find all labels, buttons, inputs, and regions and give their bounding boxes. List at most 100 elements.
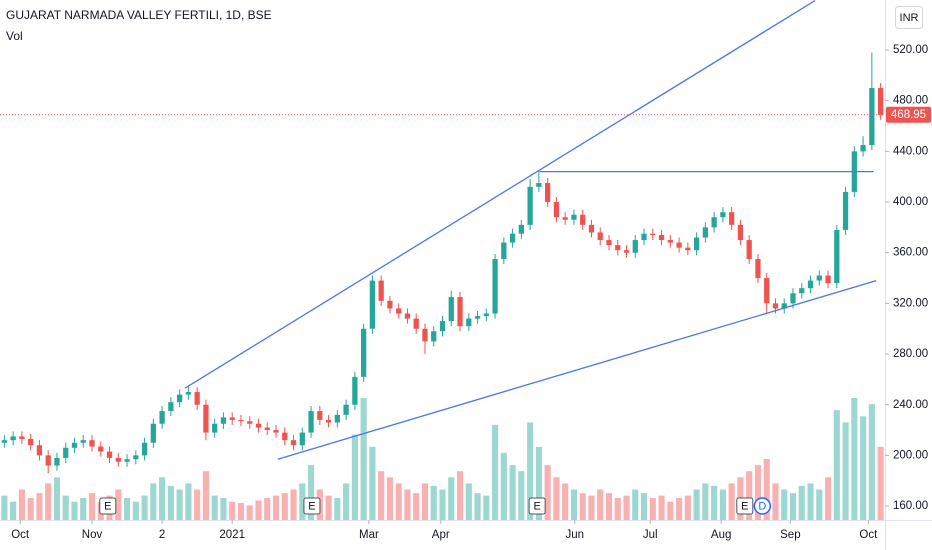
volume-bar — [18, 489, 25, 520]
volume-bar — [395, 483, 402, 520]
volume-bar — [842, 422, 849, 520]
x-tick-label: Sep — [780, 529, 800, 541]
volume-bar — [255, 500, 262, 520]
candle-body — [466, 318, 472, 327]
y-tick-label: 440.00 — [893, 145, 928, 157]
earnings-marker — [528, 497, 546, 515]
volume-bar — [693, 489, 700, 520]
volume-bar — [605, 493, 613, 520]
volume-bar — [562, 483, 569, 520]
volume-bar — [413, 493, 420, 520]
y-tick-label: 280.00 — [893, 348, 928, 360]
candle-body — [781, 303, 787, 309]
volume-bar — [588, 495, 595, 520]
volume-bar — [535, 446, 542, 520]
currency-label[interactable]: INR — [900, 12, 919, 24]
volume-bar — [80, 498, 87, 520]
volume-bar — [614, 498, 621, 520]
candle-body — [825, 275, 831, 284]
candle-body — [518, 224, 524, 234]
candle-body — [71, 442, 78, 448]
y-tick-label: 200.00 — [893, 449, 928, 461]
volume-bar — [860, 416, 867, 520]
candle-body — [290, 440, 297, 446]
candle-body — [816, 275, 822, 281]
volume-bar — [676, 498, 683, 520]
candle-body — [177, 394, 183, 403]
volume-bar — [474, 493, 481, 520]
candle-body — [194, 392, 200, 405]
volume-bar — [404, 489, 411, 520]
x-tick-label: 2021 — [219, 529, 245, 541]
candle-body — [141, 442, 148, 456]
candle-body — [299, 432, 305, 446]
candle-body — [19, 436, 25, 439]
volume-bar — [492, 424, 499, 520]
candle-body — [606, 240, 612, 246]
volume-bar — [746, 471, 753, 520]
volume-bar — [71, 501, 78, 520]
last-price-label: 468.95 — [891, 109, 926, 121]
earnings-marker — [99, 497, 117, 515]
volume-bar — [579, 493, 586, 520]
volume-bar — [36, 493, 43, 520]
candle-body — [212, 423, 218, 433]
candle-body — [448, 297, 454, 322]
candle-body — [378, 280, 384, 301]
candle-body — [229, 417, 235, 420]
volume-bar — [781, 489, 788, 520]
candle-body — [685, 247, 691, 251]
volume-bar — [88, 493, 96, 520]
y-tick-label: 480.00 — [893, 95, 928, 107]
candle-body — [255, 423, 262, 428]
event-label: E — [741, 500, 748, 512]
candle-body — [238, 419, 244, 422]
candle-body — [159, 411, 165, 424]
volume-label: Vol — [6, 29, 23, 43]
candle-body — [623, 250, 630, 253]
volume-bar — [448, 477, 455, 520]
candle-body — [632, 240, 638, 253]
x-tick-label: 2 — [159, 529, 165, 541]
candle-body — [106, 451, 113, 458]
volume-bar — [264, 498, 271, 520]
trend-line — [277, 279, 877, 460]
x-tick-label: Nov — [82, 529, 103, 541]
volume-bar — [649, 498, 656, 520]
candle-body — [308, 411, 314, 433]
event-label: E — [104, 500, 111, 512]
currency-button[interactable] — [895, 6, 923, 29]
volume-bar — [220, 498, 227, 520]
candle-body — [10, 436, 16, 441]
candle-body — [1, 440, 8, 443]
volume-bar — [763, 459, 770, 520]
volume-bar — [544, 465, 551, 520]
volume-bar — [307, 465, 315, 520]
volume-bar — [667, 501, 674, 520]
volume-bar — [789, 493, 797, 520]
volume-bar — [334, 498, 341, 520]
volume-bar — [658, 495, 665, 520]
candle-body — [545, 183, 551, 203]
candle-body — [439, 321, 446, 332]
volume-bar — [123, 498, 131, 520]
volume-bar — [500, 452, 507, 520]
candle-body — [588, 224, 595, 233]
candle-body — [431, 331, 437, 342]
candle-body — [133, 455, 139, 460]
candle-body — [28, 438, 34, 446]
volume-bar — [702, 483, 709, 520]
volume-bar — [369, 446, 376, 520]
candle-body — [834, 229, 840, 284]
volume-bar — [430, 485, 437, 520]
volume-bar — [141, 495, 148, 520]
volume-bar — [211, 495, 218, 520]
candle-body — [457, 297, 463, 327]
candle-body — [150, 423, 156, 443]
volume-bar — [229, 501, 236, 520]
y-tick-label: 320.00 — [893, 297, 928, 309]
event-label: D — [758, 500, 766, 512]
candle-body — [720, 212, 726, 218]
candle-body — [615, 245, 621, 251]
candle-body — [413, 318, 419, 329]
